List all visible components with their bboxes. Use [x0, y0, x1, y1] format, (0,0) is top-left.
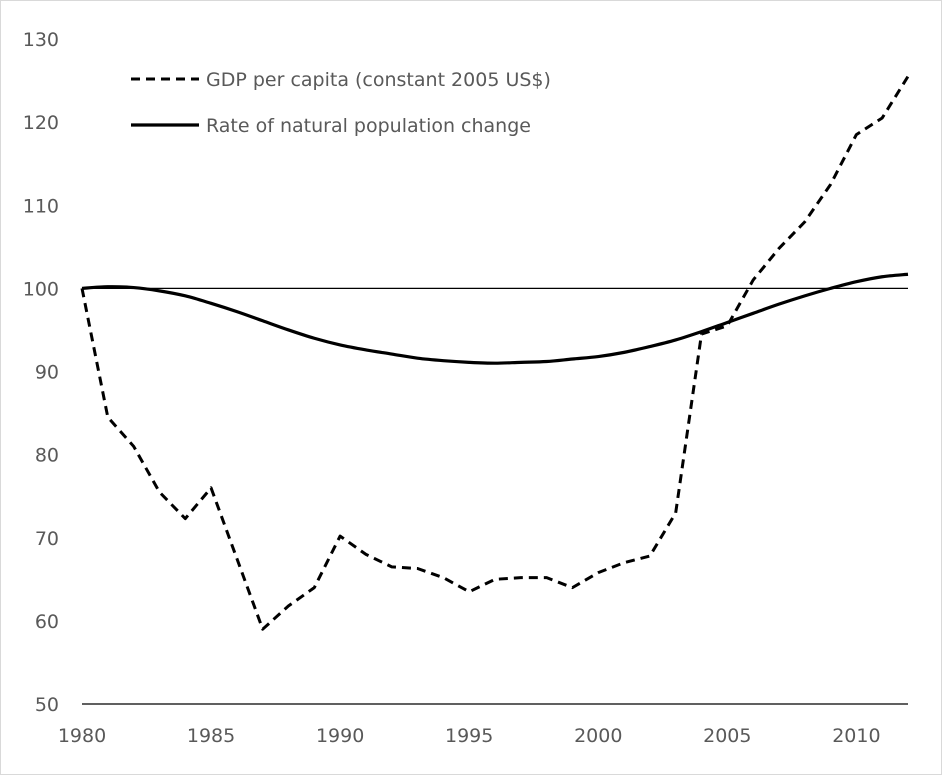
y-axis-tick-labels: 50 60 70 80 90 100 110 120 130 [23, 29, 59, 716]
legend: GDP per capita (constant 2005 US$) Rate o… [131, 69, 551, 137]
x-tick-label: 1995 [445, 725, 493, 747]
series-lines [80, 75, 910, 631]
y-tick-label: 100 [23, 278, 59, 300]
y-tick-label: 50 [35, 694, 59, 716]
legend-label: GDP per capita (constant 2005 US$) [206, 69, 551, 91]
y-tick-label: 70 [35, 528, 59, 550]
y-tick-label: 130 [23, 29, 59, 51]
x-tick-label: 2005 [703, 725, 751, 747]
y-tick-label: 120 [23, 112, 59, 134]
legend-label: Rate of natural population change [206, 115, 531, 137]
y-tick-label: 90 [35, 362, 59, 384]
series-line-population-change [81, 272, 909, 365]
series-line-gdp-per-capita [80, 75, 910, 631]
y-tick-label: 110 [23, 195, 59, 217]
x-axis-tick-labels: 1980 1985 1990 1995 2000 2005 2010 [58, 725, 881, 747]
x-tick-label: 2010 [832, 725, 880, 747]
x-tick-label: 1980 [58, 725, 106, 747]
y-tick-label: 80 [35, 445, 59, 467]
x-tick-label: 2000 [574, 725, 622, 747]
x-tick-label: 1990 [316, 725, 364, 747]
y-tick-label: 60 [35, 611, 59, 633]
x-tick-label: 1985 [187, 725, 235, 747]
